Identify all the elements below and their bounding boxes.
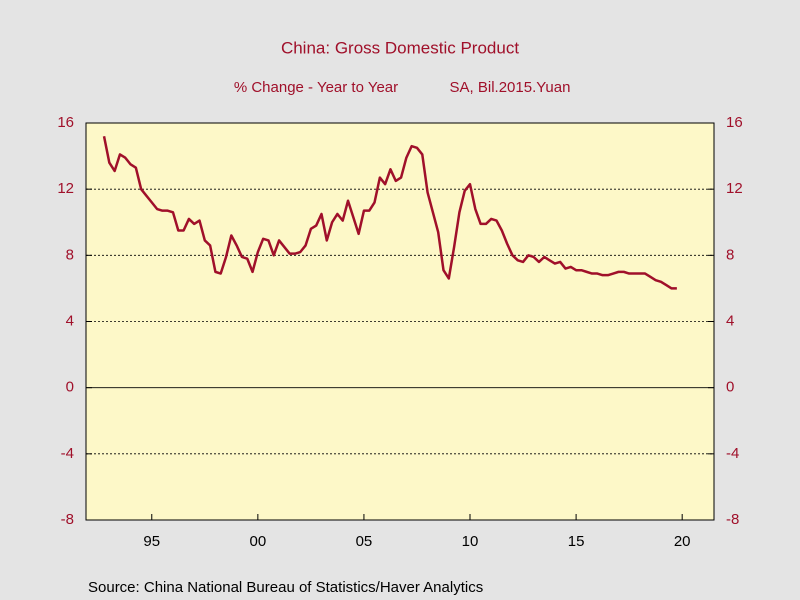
y-tick-label: -8 bbox=[61, 511, 74, 528]
y-tick-label: 4 bbox=[66, 312, 74, 329]
chart-title: China: Gross Domestic Product bbox=[281, 38, 519, 57]
y2-tick-label: 8 bbox=[726, 246, 734, 263]
y-tick-label: 0 bbox=[66, 379, 74, 396]
y-tick-label: 8 bbox=[66, 246, 74, 263]
x-tick-label: 15 bbox=[568, 533, 585, 550]
x-tick-label: 10 bbox=[462, 533, 479, 550]
y2-tick-label: 16 bbox=[726, 114, 743, 131]
x-tick-label: 20 bbox=[674, 533, 691, 550]
y-tick-label: 12 bbox=[57, 180, 74, 197]
x-tick-label: 00 bbox=[250, 533, 267, 550]
chart-units: SA, Bil.2015.Yuan bbox=[450, 79, 571, 96]
x-tick-label: 95 bbox=[143, 533, 160, 550]
y2-tick-label: 0 bbox=[726, 379, 734, 396]
data-line bbox=[102, 135, 677, 290]
y2-tick-label: 4 bbox=[726, 312, 734, 329]
y2-tick-label: -8 bbox=[726, 511, 739, 528]
y2-tick-label: 12 bbox=[726, 180, 743, 197]
y-tick-label: 16 bbox=[57, 114, 74, 131]
y-tick-label: -4 bbox=[61, 445, 74, 462]
chart-subtitle: % Change - Year to Year bbox=[234, 79, 398, 96]
y2-tick-label: -4 bbox=[726, 445, 739, 462]
source-note: Source: China National Bureau of Statist… bbox=[88, 579, 483, 596]
x-tick-label: 05 bbox=[356, 533, 373, 550]
